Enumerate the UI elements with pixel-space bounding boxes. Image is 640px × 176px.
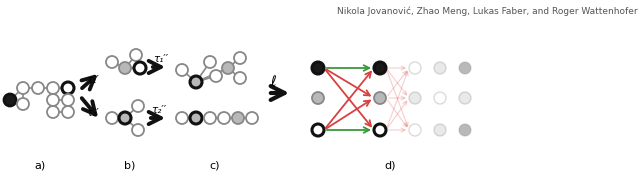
Circle shape [246,112,258,124]
Circle shape [459,62,471,74]
Text: d): d) [384,160,396,170]
Text: Nikola Jovanović, Zhao Meng, Lukas Faber, and Roger Wattenhofer: Nikola Jovanović, Zhao Meng, Lukas Faber… [337,6,638,15]
Text: a): a) [35,160,45,170]
Circle shape [132,100,144,112]
Circle shape [47,82,59,94]
Circle shape [374,92,386,104]
Circle shape [119,62,131,74]
Circle shape [222,62,234,74]
Circle shape [232,112,244,124]
Circle shape [409,124,421,136]
Circle shape [134,62,146,74]
Circle shape [190,76,202,88]
Circle shape [17,82,29,94]
Circle shape [62,94,74,106]
Circle shape [459,92,471,104]
Circle shape [434,124,446,136]
Circle shape [204,56,216,68]
Circle shape [47,106,59,118]
Circle shape [434,62,446,74]
Text: τ₂′′: τ₂′′ [151,105,166,115]
Circle shape [210,70,222,82]
Circle shape [312,62,324,74]
Circle shape [130,49,142,61]
Circle shape [176,112,188,124]
Circle shape [62,82,74,94]
Circle shape [409,92,421,104]
Circle shape [106,56,118,68]
Circle shape [234,72,246,84]
Circle shape [459,124,471,136]
Circle shape [312,92,324,104]
Circle shape [32,82,44,94]
Circle shape [62,106,74,118]
Circle shape [4,94,16,106]
Text: τ₁′′: τ₁′′ [153,54,168,64]
Circle shape [47,94,59,106]
Circle shape [17,98,29,110]
Circle shape [374,62,386,74]
Text: b): b) [124,160,136,170]
Circle shape [176,64,188,76]
Circle shape [204,112,216,124]
Circle shape [434,92,446,104]
Circle shape [190,112,202,124]
Text: c): c) [210,160,220,170]
Circle shape [218,112,230,124]
Circle shape [234,52,246,64]
Circle shape [106,112,118,124]
Text: τ₁′: τ₁′ [86,75,99,85]
Circle shape [312,124,324,136]
Circle shape [409,62,421,74]
Circle shape [132,124,144,136]
Text: ℓ: ℓ [270,75,276,89]
Text: τ₂′: τ₂′ [86,108,99,118]
Circle shape [374,124,386,136]
Circle shape [119,112,131,124]
